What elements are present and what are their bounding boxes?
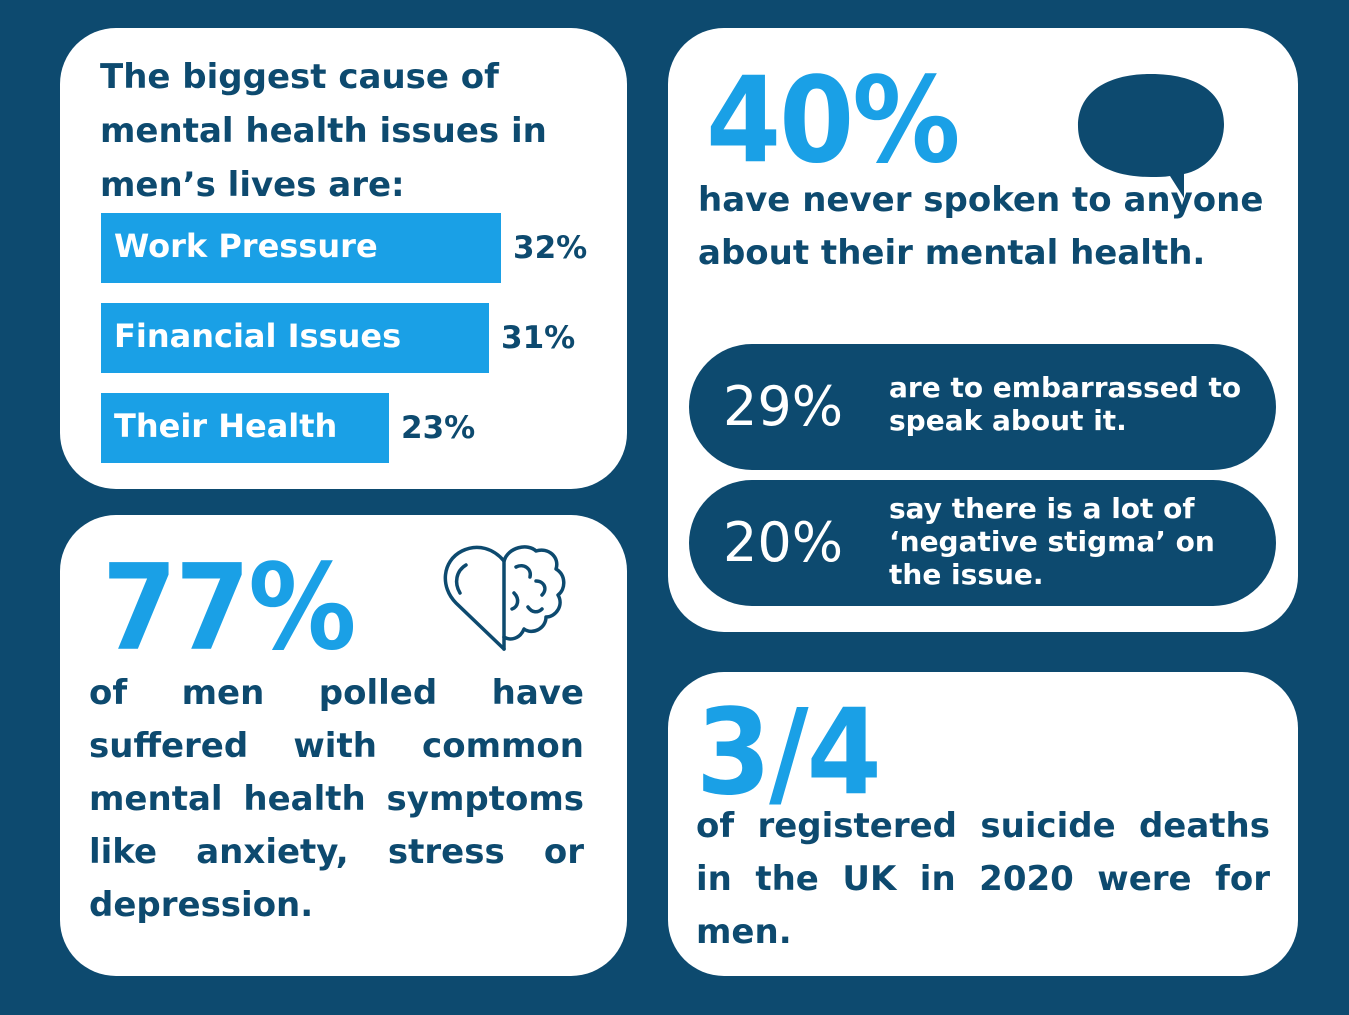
chart-title: The biggest cause of mental health issue… (100, 57, 547, 205)
bar-value-label: 31% (501, 320, 576, 356)
reason-pill: 20% say there is a lot of ‘negative stig… (689, 480, 1276, 606)
heart-brain-icon (443, 545, 566, 651)
suicide-card: 3/4 of registered suicide deaths in the … (668, 672, 1298, 976)
suicide-text: of registered suicide deaths in the UK i… (696, 806, 1270, 952)
symptoms-stat: 77% (102, 539, 357, 678)
suicide-stat: 3/4 (696, 684, 882, 823)
never-spoken-text: have never spoken to anyone about their … (698, 180, 1264, 273)
reason-stat: 20% (723, 511, 844, 574)
bar-label: Work Pressure (114, 227, 378, 265)
never-spoken-card: 40% have never spoken to anyone about th… (668, 28, 1298, 632)
bar-label: Their Health (114, 407, 338, 445)
bar: Their Health (101, 393, 389, 463)
bar-value-label: 23% (401, 410, 476, 446)
bar: Financial Issues (101, 303, 489, 373)
symptoms-text: of men polled have suffered with common … (89, 673, 584, 925)
bar: Work Pressure (101, 213, 501, 283)
reason-stat: 29% (723, 375, 844, 438)
reason-text: are to embarrassed to speak about it. (889, 371, 1242, 437)
symptoms-card: 77% of men polled have suffered with com… (60, 515, 627, 976)
bar-label: Financial Issues (114, 317, 402, 355)
bar-value-label: 32% (513, 230, 588, 266)
reason-pill: 29% are to embarrassed to speak about it… (689, 344, 1276, 470)
causes-card: The biggest cause of mental health issue… (60, 28, 627, 489)
reason-text: say there is a lot of ‘negative stigma’ … (889, 492, 1215, 591)
speech-bubble-icon (1078, 74, 1224, 198)
never-spoken-stat: 40% (706, 52, 961, 191)
